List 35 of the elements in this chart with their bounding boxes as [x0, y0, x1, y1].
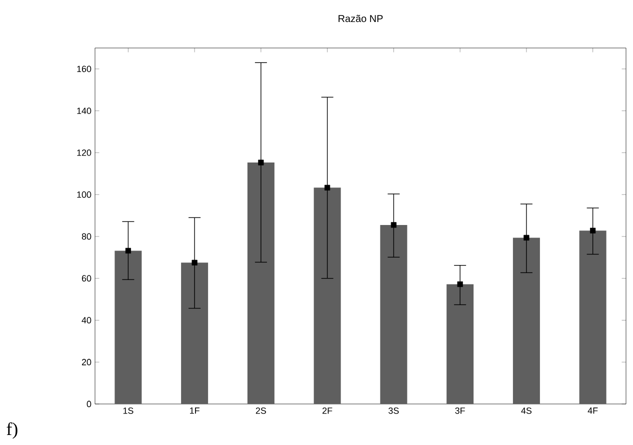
point [590, 228, 596, 234]
point [324, 184, 330, 190]
x-tick-label: 1F [190, 408, 200, 414]
point [390, 222, 396, 228]
bar [512, 238, 540, 404]
bar [247, 162, 274, 404]
point [524, 234, 530, 241]
chart-title: Razão NP [338, 14, 383, 22]
point [457, 281, 463, 287]
x-tick-label: 2S [256, 408, 266, 414]
bar [446, 284, 474, 404]
bar [114, 250, 142, 404]
point [258, 160, 264, 166]
bar [579, 230, 606, 404]
text: f) [6, 422, 18, 439]
bar [181, 262, 208, 404]
x-tick-label: 4S [521, 408, 532, 414]
y-tick-label: 20 [82, 358, 92, 366]
y-tick-label: 40 [82, 317, 92, 324]
y-tick-label: 80 [82, 233, 92, 240]
x-tick-label: 4F [588, 408, 598, 414]
point [192, 260, 198, 266]
y-tick-label: 120 [77, 150, 92, 156]
y-tick-label: 60 [82, 275, 92, 282]
x-tick-label: 1S [123, 408, 134, 414]
bar [380, 224, 408, 404]
x-tick-label: 3F [455, 408, 465, 414]
y-tick-label: 0 [86, 400, 92, 408]
x-tick-label: 3S [388, 408, 399, 414]
x-tick-label: 2F [322, 408, 332, 414]
y-tick-label: 160 [77, 66, 92, 72]
bar [314, 188, 341, 404]
point [125, 248, 131, 254]
y-tick-label: 140 [77, 108, 92, 114]
y-tick-label: 100 [77, 191, 92, 198]
